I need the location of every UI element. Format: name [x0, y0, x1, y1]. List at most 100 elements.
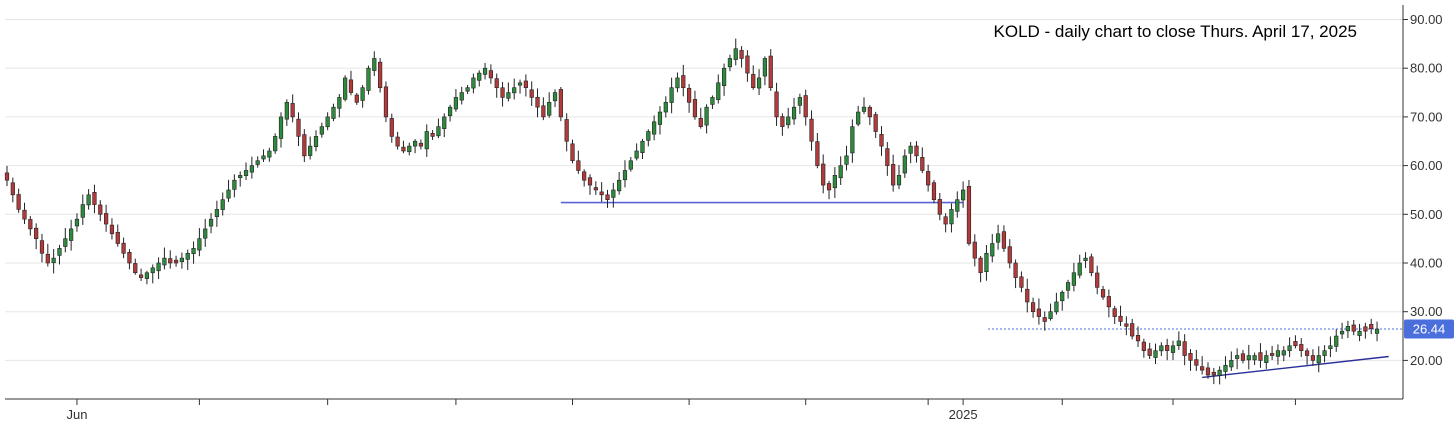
candle-down [10, 182, 15, 196]
candle-down [966, 186, 972, 244]
candle-up [733, 48, 738, 60]
candle-down [127, 252, 132, 264]
candle-down [121, 242, 126, 254]
candle-down [1240, 353, 1246, 361]
candle-up [482, 67, 488, 75]
candle-down [1211, 371, 1216, 376]
last-price-box [1404, 319, 1454, 339]
y-tick-label: 60.00 [1410, 158, 1443, 173]
candle-down [494, 78, 499, 88]
candle-down [1200, 366, 1205, 371]
candle-up [150, 267, 155, 274]
candle-up [325, 116, 330, 128]
candle-up [284, 101, 289, 120]
candle-up [669, 87, 674, 103]
candle-up [51, 257, 56, 264]
candle-down [389, 118, 394, 137]
candle-up [343, 77, 348, 100]
candle-down [22, 209, 27, 220]
candle-up [232, 179, 237, 190]
candle-up [704, 106, 709, 126]
candle-down [45, 253, 50, 264]
candle-down [1007, 246, 1012, 264]
candle-up [185, 252, 190, 260]
candle-up [465, 87, 470, 92]
candle-up [727, 58, 733, 68]
candle-up [477, 72, 482, 81]
candle-up [634, 150, 639, 159]
grid-lines [5, 19, 1403, 361]
candle-up [179, 257, 185, 262]
candle-down [348, 79, 354, 93]
y-tick-label: 50.00 [1410, 207, 1443, 222]
candle-up [961, 189, 966, 201]
candle-down [302, 134, 307, 157]
candle-down [1025, 288, 1030, 303]
last-price-label: 26.44 [1413, 322, 1446, 337]
candle-up [1281, 350, 1286, 356]
candle-up [1217, 369, 1222, 376]
candle-down [1188, 353, 1193, 361]
candle-up [1153, 350, 1158, 358]
candle-down [687, 87, 692, 103]
candle-down [891, 164, 896, 186]
candle-up [471, 77, 476, 89]
candle-up [896, 175, 902, 186]
candle-up [1246, 355, 1251, 361]
candle-up [80, 204, 85, 218]
candle-down [564, 119, 569, 142]
candle-up [1275, 350, 1281, 357]
y-tick-label: 20.00 [1410, 353, 1443, 368]
candle-down [1310, 355, 1316, 361]
candle-up [214, 209, 219, 218]
candle-down [354, 94, 359, 103]
candle-up [710, 97, 715, 105]
candle-up [611, 189, 616, 198]
candle-up [1170, 345, 1176, 353]
candle-up [1322, 350, 1327, 356]
candle-down [599, 191, 604, 196]
candle-up [249, 165, 254, 173]
candle-up [1048, 311, 1053, 319]
y-tick-label: 90.00 [1410, 12, 1443, 27]
y-tick-label: 70.00 [1410, 109, 1443, 124]
candle-up [412, 140, 418, 147]
candle-up [226, 189, 231, 199]
candle-down [681, 75, 686, 88]
candle-down [1351, 324, 1356, 332]
candle-down [98, 204, 103, 215]
candle-up [86, 194, 91, 206]
candle-up [617, 179, 622, 192]
candle-up [1374, 328, 1380, 334]
candle-down [821, 163, 826, 186]
candle-up [1339, 330, 1345, 335]
candle-up [990, 243, 995, 257]
candle-up [512, 87, 517, 94]
candle-down [1304, 350, 1310, 356]
candle-down [914, 145, 919, 157]
annotation-lines [560, 201, 1403, 379]
candle-up [156, 262, 161, 272]
candle-down [541, 105, 546, 118]
candle-up [191, 248, 196, 255]
candle-down [1135, 335, 1141, 342]
candle-up [453, 97, 459, 110]
candle-down [815, 141, 820, 166]
y-tick-label: 40.00 [1410, 256, 1443, 271]
candle-down [739, 50, 744, 59]
candle-down [378, 61, 383, 88]
candle-up [856, 111, 861, 125]
candle-down [803, 95, 808, 118]
candle-down [1030, 302, 1036, 313]
candle-down [593, 187, 598, 191]
candle-up [1176, 340, 1181, 346]
candle-down [1013, 262, 1018, 278]
candle-up [657, 111, 663, 125]
candle-up [1223, 364, 1228, 372]
x-axis-ticks: Jun 2025 [66, 399, 1296, 422]
candle-up [844, 155, 849, 165]
candle-up [1065, 282, 1071, 291]
candle-up [197, 238, 202, 251]
candle-down [692, 99, 698, 118]
candle-up [721, 67, 727, 87]
